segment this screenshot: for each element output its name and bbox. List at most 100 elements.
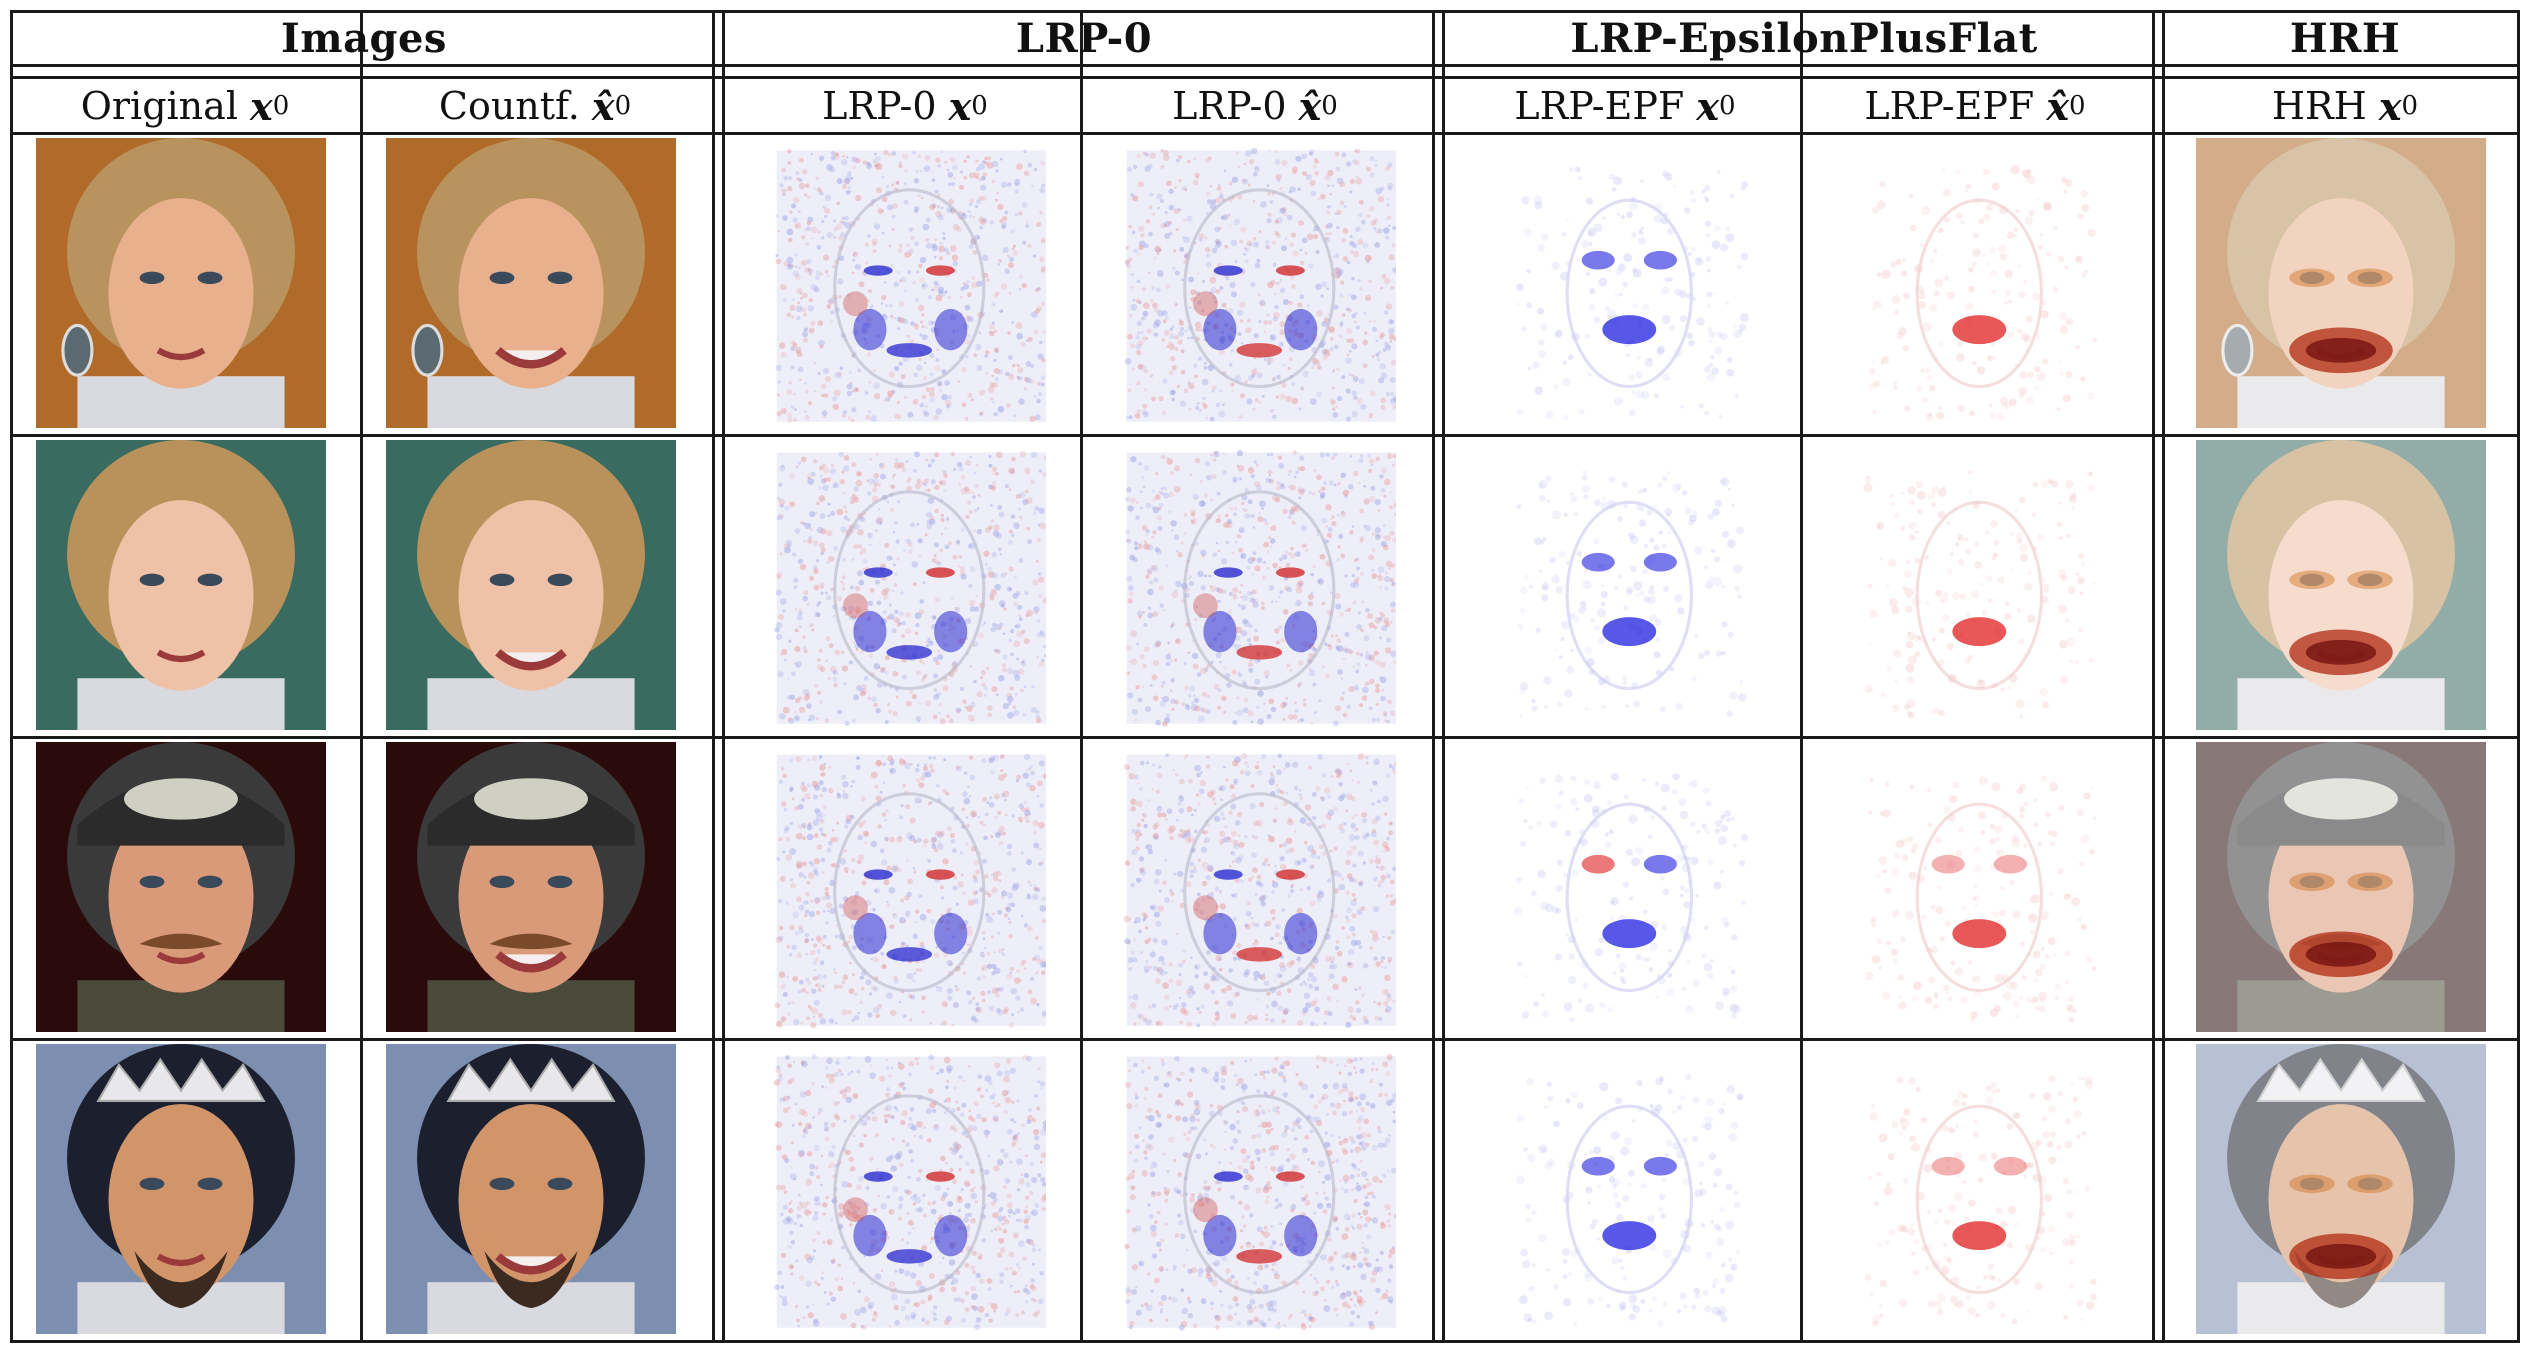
heatmap-background	[1826, 742, 2116, 1032]
heatmap-background	[1476, 440, 1766, 730]
lrp0-counterfactual-heatmap-row-4	[1106, 1044, 1396, 1334]
column-header-6: LRP-EPF x̂ 0	[1802, 80, 2148, 132]
heatmap-background	[1476, 742, 1766, 1032]
relevance-map	[1516, 166, 1749, 420]
beard	[2294, 1251, 2388, 1309]
tiara	[2256, 1057, 2426, 1102]
lrp-epf-counterfactual-heatmap-row-4	[1826, 1044, 2116, 1334]
right-eye	[197, 875, 223, 889]
left-eye	[2299, 271, 2325, 285]
cap-logo	[2284, 778, 2398, 820]
heatmap-background	[1476, 138, 1766, 428]
moustache	[139, 933, 223, 950]
column-header-2: Countf. x̂ 0	[362, 80, 708, 132]
left-eye	[489, 1177, 515, 1191]
original-image-row-4	[36, 1044, 326, 1334]
left-eye	[139, 875, 165, 889]
heatmap-background	[1476, 1044, 1766, 1334]
lrp0-original-heatmap-row-2	[756, 440, 1046, 730]
counterfactual-image-row-2	[386, 440, 676, 730]
lrp-epf-counterfactual-heatmap-row-3	[1826, 742, 2116, 1032]
lrp0-counterfactual-heatmap-row-1	[1106, 138, 1396, 428]
left-eye	[489, 573, 515, 587]
beard	[484, 1251, 578, 1309]
heatmap-background	[1826, 138, 2116, 428]
face	[108, 500, 254, 691]
group-rule-1b	[722, 10, 725, 1343]
right-eye	[197, 573, 223, 587]
relevance-map	[774, 450, 1046, 726]
relevance-map	[773, 1053, 1046, 1331]
column-header-label: LRP-0	[822, 84, 949, 128]
column-header-variable: x	[2378, 83, 2402, 129]
column-header-label: LRP-0	[1172, 84, 1299, 128]
relevance-map	[1863, 469, 2096, 719]
right-eye	[547, 875, 573, 889]
hrh-overlay	[2289, 872, 2393, 978]
tiara	[446, 1057, 616, 1102]
right-eye	[197, 271, 223, 285]
original-image-row-1	[36, 138, 326, 428]
bottom-rule	[10, 1340, 2520, 1343]
group-header-lrp-epf: LRP-EpsilonPlusFlat	[1570, 14, 2038, 62]
heatmap-background	[1826, 440, 2116, 730]
group-header-hrh: HRH	[2289, 14, 2401, 62]
right-eye	[2357, 573, 2383, 587]
lrp-epf-counterfactual-heatmap-row-2	[1826, 440, 2116, 730]
column-header-label: Original	[80, 84, 251, 128]
cap-logo	[474, 778, 588, 820]
mouth	[495, 649, 567, 671]
mouth	[156, 1253, 206, 1267]
lrp0-original-heatmap-row-3	[756, 742, 1046, 1032]
group-rule-2b	[1442, 10, 1445, 1343]
left-eye	[139, 573, 165, 587]
left-eye	[2299, 1177, 2325, 1191]
right-eye	[547, 271, 573, 285]
col-rule-5	[1800, 10, 1803, 1343]
counterfactual-image-row-1	[386, 138, 676, 428]
hrh-overlay	[2289, 570, 2393, 676]
face	[108, 1104, 254, 1295]
hrh-overlay	[2289, 268, 2393, 374]
column-header-subscript: 0	[1321, 91, 1338, 121]
relevance-map	[1515, 1073, 1744, 1327]
group-header-rule	[10, 64, 2520, 67]
left-eye	[139, 271, 165, 285]
group-header-images: Images	[281, 14, 447, 62]
earring	[411, 323, 444, 377]
relevance-map	[1513, 773, 1749, 1022]
relevance-map	[1516, 469, 1747, 718]
hrh-overlay-image-row-2	[2196, 440, 2486, 730]
left-eye	[139, 1177, 165, 1191]
col-rule-1	[360, 10, 363, 1343]
column-header-subscript: 0	[971, 91, 988, 121]
mouth	[156, 347, 206, 361]
group-rule-3b	[2162, 10, 2165, 1343]
group-rule-3a	[2152, 10, 2155, 1343]
column-header-variable: x	[250, 83, 273, 129]
column-header-variable: x̂	[591, 83, 615, 129]
column-header-bottom-rule	[10, 132, 2520, 135]
column-header-variable: x	[1696, 83, 1720, 129]
lrp-epf-counterfactual-heatmap-row-1	[1826, 138, 2116, 428]
right-eye	[2357, 1177, 2383, 1191]
hrh-overlay-image-row-1	[2196, 138, 2486, 428]
face	[458, 1104, 604, 1295]
right-eye	[547, 573, 573, 587]
cap-logo	[124, 778, 238, 820]
lrp-epf-original-heatmap-row-2	[1476, 440, 1766, 730]
top-rule	[10, 10, 2520, 13]
hrh-overlay-image-row-3	[2196, 742, 2486, 1032]
right-eye	[547, 1177, 573, 1191]
column-header-label: LRP-EPF	[1514, 84, 1697, 128]
face	[458, 500, 604, 691]
original-image-row-2	[36, 440, 326, 730]
beard	[134, 1251, 228, 1309]
relevance-map	[1124, 1054, 1396, 1331]
heatmap-background	[1826, 1044, 2116, 1334]
lrp-epf-original-heatmap-row-1	[1476, 138, 1766, 428]
relevance-map	[774, 753, 1046, 1029]
relevance-map	[1864, 775, 2097, 1023]
